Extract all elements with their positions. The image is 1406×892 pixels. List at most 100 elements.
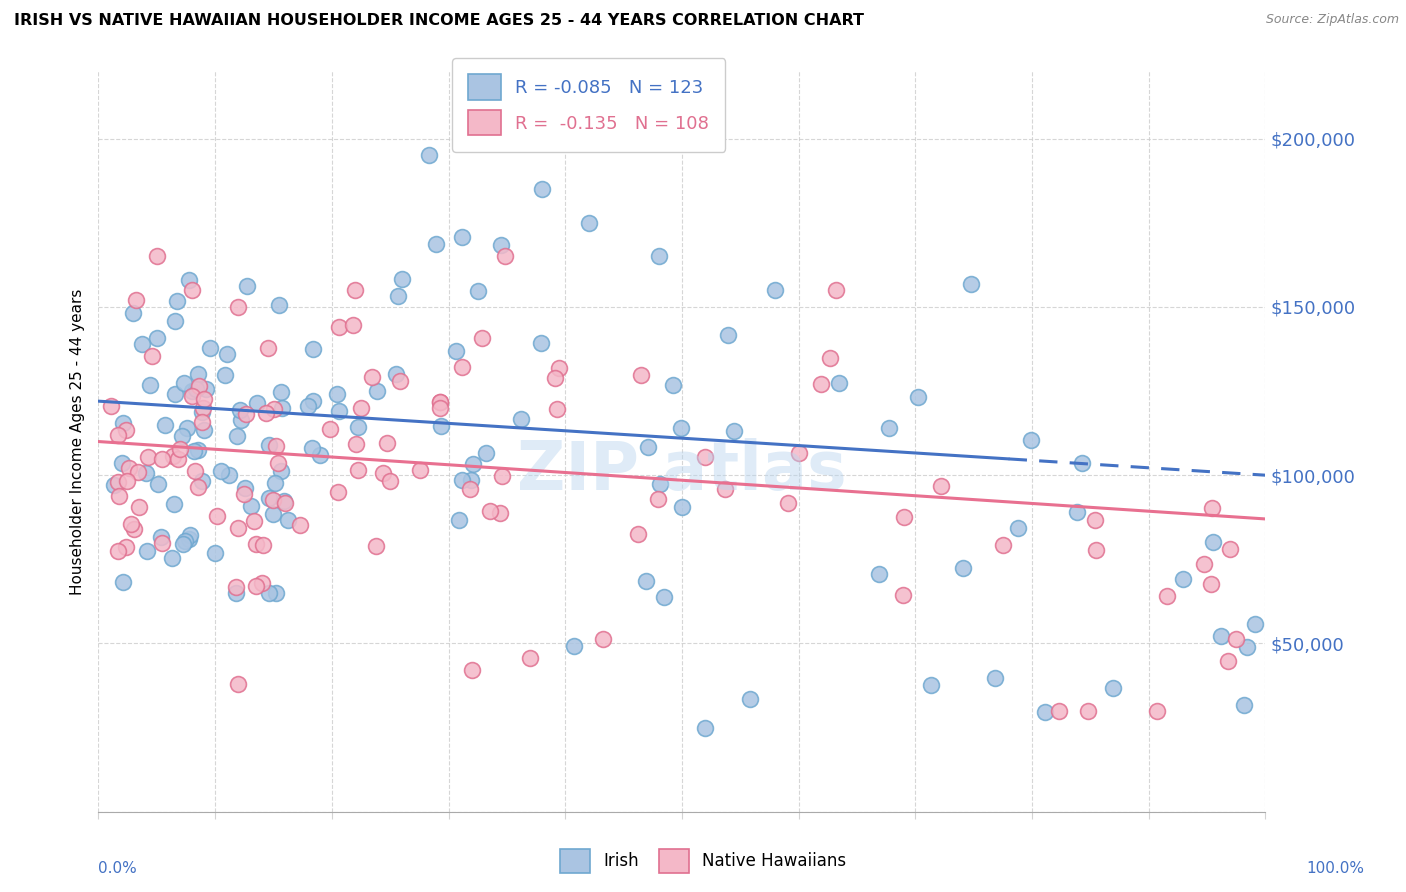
Point bbox=[952, 560, 974, 574]
Point bbox=[387, 289, 409, 303]
Point bbox=[239, 499, 262, 513]
Point bbox=[193, 423, 215, 437]
Point bbox=[180, 283, 202, 297]
Point bbox=[1085, 543, 1108, 558]
Point bbox=[1101, 681, 1123, 695]
Point bbox=[458, 482, 481, 496]
Point bbox=[191, 415, 214, 429]
Point bbox=[118, 461, 141, 475]
Point bbox=[810, 376, 832, 391]
Point bbox=[187, 442, 209, 457]
Point bbox=[200, 341, 222, 355]
Point bbox=[153, 417, 176, 432]
Point bbox=[346, 463, 368, 477]
Point bbox=[243, 514, 266, 528]
Point bbox=[131, 337, 153, 351]
Point bbox=[418, 148, 440, 162]
Point bbox=[648, 477, 671, 491]
Point bbox=[262, 493, 284, 508]
Point bbox=[169, 442, 191, 456]
Point bbox=[627, 527, 650, 541]
Point bbox=[115, 423, 138, 437]
Point bbox=[139, 377, 162, 392]
Point bbox=[122, 305, 145, 319]
Point bbox=[149, 529, 172, 543]
Y-axis label: Householder Income Ages 25 - 44 years: Householder Income Ages 25 - 44 years bbox=[69, 288, 84, 595]
Point bbox=[984, 671, 1007, 685]
Point bbox=[347, 420, 370, 434]
Point bbox=[738, 692, 761, 706]
Point bbox=[103, 477, 125, 491]
Point bbox=[373, 466, 395, 480]
Point bbox=[429, 394, 451, 409]
Point bbox=[297, 399, 319, 413]
Point bbox=[1192, 557, 1215, 571]
Point bbox=[184, 382, 207, 396]
Point bbox=[530, 182, 553, 196]
Point bbox=[647, 250, 669, 264]
Point bbox=[183, 444, 205, 458]
Point bbox=[214, 368, 236, 382]
Point bbox=[342, 318, 364, 332]
Point bbox=[637, 440, 659, 454]
Point bbox=[257, 586, 280, 600]
Point bbox=[530, 336, 553, 351]
Point bbox=[907, 390, 929, 404]
Point bbox=[245, 579, 267, 593]
Point bbox=[920, 678, 942, 692]
Point bbox=[491, 468, 513, 483]
Point bbox=[991, 538, 1014, 552]
Point bbox=[592, 632, 614, 647]
Point bbox=[695, 721, 717, 735]
Point bbox=[408, 463, 430, 477]
Point bbox=[1077, 704, 1099, 718]
Point bbox=[319, 422, 342, 436]
Text: ZIP atlas: ZIP atlas bbox=[517, 438, 846, 504]
Point bbox=[229, 402, 252, 417]
Point bbox=[263, 401, 285, 416]
Point bbox=[163, 387, 186, 401]
Point bbox=[1218, 654, 1240, 668]
Point bbox=[107, 475, 129, 489]
Point bbox=[1156, 589, 1178, 603]
Point bbox=[460, 473, 482, 487]
Point bbox=[471, 331, 494, 345]
Point bbox=[246, 396, 269, 410]
Point bbox=[450, 360, 472, 375]
Point bbox=[1233, 698, 1256, 713]
Point bbox=[257, 491, 280, 505]
Point bbox=[488, 506, 510, 520]
Point bbox=[205, 509, 228, 524]
Point bbox=[233, 481, 256, 495]
Point bbox=[634, 574, 657, 588]
Point bbox=[1211, 630, 1233, 644]
Point bbox=[825, 284, 848, 298]
Point bbox=[444, 344, 467, 359]
Point bbox=[262, 507, 284, 521]
Point bbox=[176, 420, 198, 434]
Point bbox=[270, 401, 292, 415]
Point bbox=[190, 405, 212, 419]
Point bbox=[302, 343, 325, 357]
Point bbox=[264, 440, 287, 454]
Point bbox=[1219, 542, 1241, 557]
Point bbox=[270, 464, 292, 478]
Point bbox=[828, 376, 851, 390]
Point bbox=[308, 448, 330, 462]
Point bbox=[763, 283, 786, 297]
Point bbox=[173, 533, 195, 548]
Point bbox=[671, 500, 693, 514]
Point bbox=[714, 482, 737, 496]
Point bbox=[519, 651, 541, 665]
Legend: R = -0.085   N = 123, R =  -0.135   N = 108: R = -0.085 N = 123, R = -0.135 N = 108 bbox=[451, 58, 725, 152]
Point bbox=[218, 467, 240, 482]
Point bbox=[877, 421, 900, 435]
Point bbox=[868, 566, 890, 581]
Point bbox=[100, 400, 122, 414]
Point bbox=[181, 389, 204, 403]
Point bbox=[344, 283, 367, 297]
Point bbox=[385, 367, 408, 381]
Point bbox=[108, 489, 131, 503]
Point bbox=[361, 370, 384, 384]
Point bbox=[270, 385, 292, 400]
